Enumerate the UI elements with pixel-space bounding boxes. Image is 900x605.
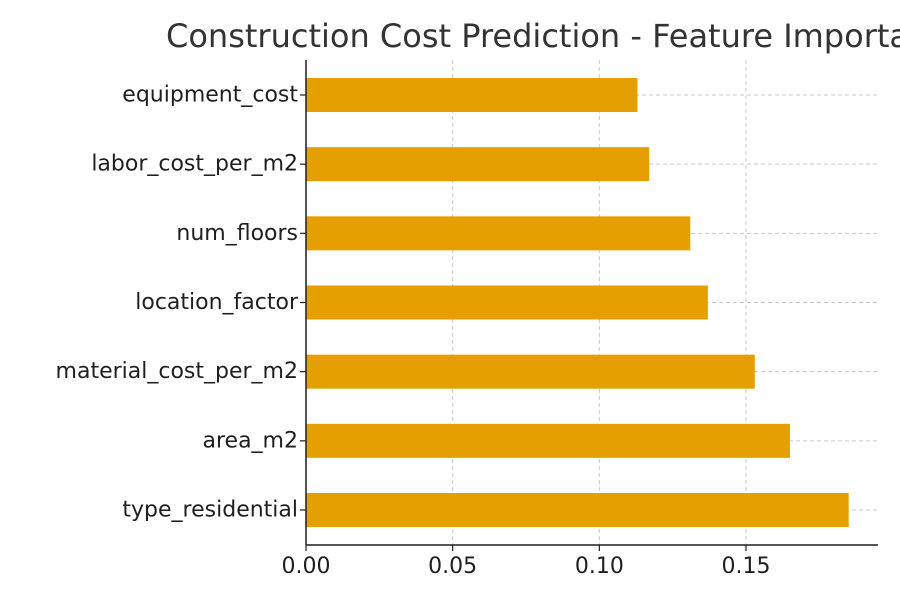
y-tick-label: labor_cost_per_m2 [91, 152, 298, 177]
axis-layer: equipment_cost labor_cost_per_m2 num_floor… [56, 60, 878, 579]
y-tick-label: area_m2 [203, 428, 299, 453]
y-tick-label: equipment_cost [122, 83, 298, 108]
y-tick-label: location_factor [135, 290, 299, 315]
x-tick-label: 0.00 [282, 554, 331, 579]
y-tick-label: material_cost_per_m2 [56, 359, 298, 384]
y-tick-label: type_residential [122, 498, 298, 523]
bar-num-floors [306, 216, 691, 251]
bar-labor-cost-per-m2 [306, 147, 650, 182]
bar-layer [306, 78, 849, 527]
x-tick-label: 0.15 [722, 554, 771, 579]
x-tick-label: 0.10 [575, 554, 624, 579]
x-tick-label: 0.05 [428, 554, 477, 579]
bar-material-cost-per-m2 [306, 354, 755, 389]
chart-title: Construction Cost Prediction - Feature I… [166, 17, 900, 55]
bar-area-m2 [306, 423, 790, 458]
y-tick-label: num_floors [176, 221, 298, 246]
bar-equipment-cost [306, 78, 638, 112]
bar-location-factor [306, 285, 708, 320]
bar-type-residential [306, 493, 849, 527]
